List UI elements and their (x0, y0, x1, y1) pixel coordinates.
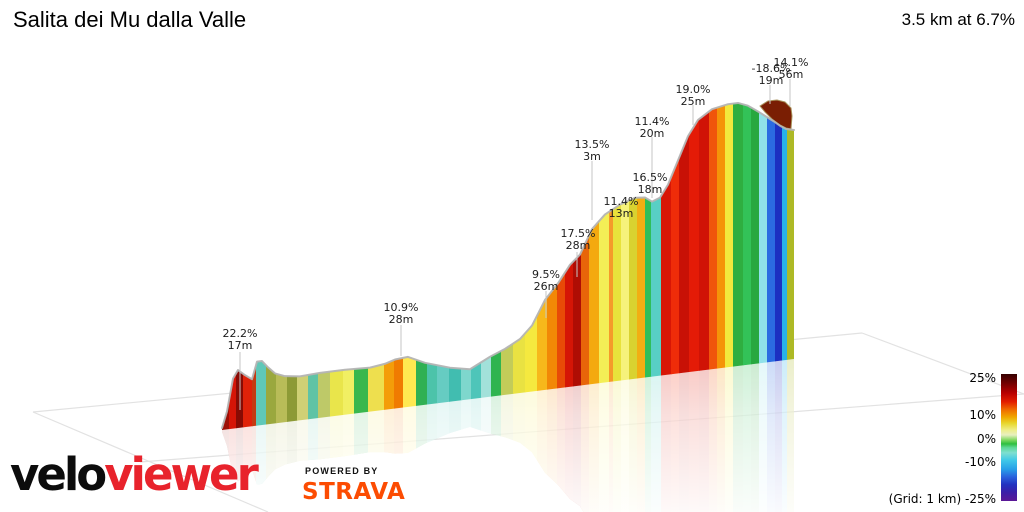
legend-grid-note-row: (Grid: 1 km) -25% (889, 492, 996, 506)
summit-back-face (759, 99, 793, 130)
gradient-annotation: 11.4% 20m (635, 115, 670, 140)
powered-by-label: POWERED BY (305, 466, 379, 476)
floor-grid-line (861, 332, 1024, 395)
gradient-annotation: 17.5% 28m (561, 227, 596, 252)
veloviewer-logo-black: velo (10, 448, 107, 501)
veloviewer-logo-red: viewer (104, 448, 259, 501)
gradient-annotation: 9.5% 26m (532, 268, 560, 293)
gradient-annotation: 13.5% 3m (575, 138, 610, 163)
gradient-annotation: 10.9% 28m (384, 301, 419, 326)
floor-grid-line (32, 411, 269, 512)
gradient-annotation: 16.5% 18m (633, 171, 668, 196)
legend-tick-neg10: -10% (964, 455, 996, 469)
legend-tick-25: 25% (969, 371, 996, 385)
gradient-annotation: 22.2% 17m (223, 327, 258, 352)
page-title: Salita dei Mu dalla Valle (13, 7, 247, 32)
veloviewer-logo[interactable]: veloviewer (10, 452, 259, 497)
climb-summary: 3.5 km at 6.7% (901, 10, 1015, 29)
grid-note-text: (Grid: 1 km) (888, 492, 962, 506)
legend-tick-0: 0% (976, 432, 996, 446)
legend-tick-neg25: -25% (964, 492, 996, 506)
gradient-legend: 25% 10% 0% -10% (Grid: 1 km) -25% (860, 360, 1018, 512)
strava-wordmark: STRAVA (302, 479, 406, 505)
gradient-annotation: 14.1% 56m (774, 56, 809, 81)
gradient-colorbar (1001, 374, 1017, 501)
gradient-annotation: 11.4% 13m (604, 195, 639, 220)
legend-tick-10: 10% (969, 408, 996, 422)
gradient-annotation: 19.0% 25m (676, 83, 711, 108)
gradient-annotation: -18.6% 19m (752, 62, 791, 87)
ribbon-top-edge (221, 101, 795, 429)
